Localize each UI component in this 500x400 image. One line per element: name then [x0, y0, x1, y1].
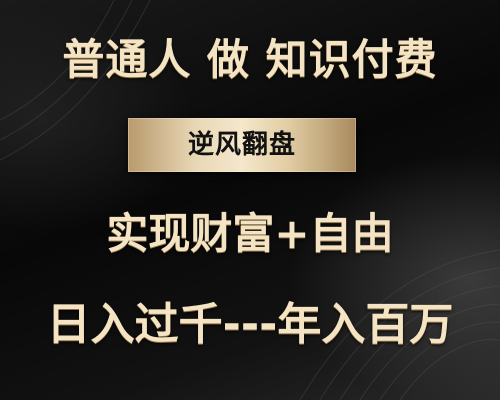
badge-banner: 逆风翻盘: [128, 118, 356, 172]
badge-text: 逆风翻盘: [187, 130, 296, 160]
tagline-income: 日入过千---年入百万: [46, 299, 454, 350]
tagline-wealth-freedom: 实现财富+自由: [106, 209, 394, 258]
poster-title: 普通人 做 知识付费: [62, 35, 438, 84]
